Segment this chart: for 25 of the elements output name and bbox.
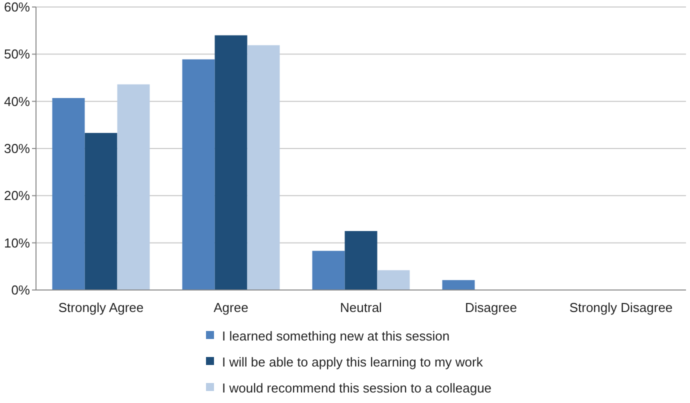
bar [377, 270, 410, 290]
bar [182, 59, 215, 290]
x-tick-label: Strongly Agree [58, 300, 144, 315]
x-tick-label: Disagree [464, 300, 518, 315]
legend-label: I will be able to apply this learning to my work [222, 354, 484, 370]
bar [344, 231, 378, 290]
x-tick-label: Strongly Disagree [569, 300, 673, 315]
legend-label: I would recommend this session to a colleague [222, 380, 492, 396]
bar [117, 84, 150, 290]
y-tick-label: 60% [4, 0, 30, 15]
bar [247, 45, 280, 290]
y-tick-label: 40% [4, 94, 30, 109]
bar [84, 132, 118, 290]
y-tick-label: 20% [4, 188, 30, 204]
y-tick-label: 10% [4, 235, 30, 250]
bar [52, 98, 85, 290]
y-tick-label: 30% [4, 141, 30, 156]
bar [214, 35, 248, 290]
legend-label: I learned something new at this session [222, 328, 450, 344]
y-tick-label: 0% [11, 282, 30, 298]
y-tick-label: 50% [4, 46, 30, 62]
bar [312, 250, 345, 290]
x-tick-label: Agree [214, 300, 248, 315]
bar [442, 280, 475, 290]
x-tick-label: Neutral [340, 300, 382, 315]
